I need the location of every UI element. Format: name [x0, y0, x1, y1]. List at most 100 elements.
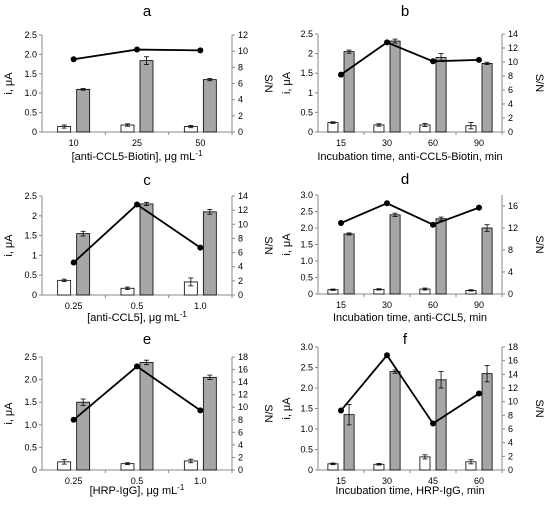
sn-point — [338, 407, 344, 414]
signal-bar — [481, 373, 493, 471]
left-tick-label: 3.0 — [300, 190, 313, 200]
x-tick-label: 1.0 — [194, 301, 207, 311]
right-tick-label: 10 — [508, 57, 518, 67]
right-tick-label: 10 — [508, 397, 518, 407]
left-tick-label: 1.5 — [300, 68, 313, 78]
right-tick-label: 4 — [238, 95, 243, 105]
right-tick-label: 2 — [508, 451, 513, 461]
x-tick-label: 90 — [474, 300, 484, 310]
panel-e: e 0 0.5 1.0 1.5 2.0 2.5 0 2 4 6 8 10 12 14 16 18 0.25 0.5 1… — [3, 331, 274, 497]
x-tick-label: 0.5 — [131, 301, 144, 311]
left-tick-label: 1.0 — [24, 420, 37, 430]
left-tick-label: 2.5 — [300, 207, 313, 217]
right-tick-label: 6 — [508, 424, 513, 434]
x-tick-label: 15 — [336, 138, 346, 148]
signal-bar — [139, 362, 154, 471]
right-tick-label: 2 — [238, 452, 243, 462]
signal-bar — [343, 51, 355, 133]
right-tick-label: 12 — [508, 223, 518, 233]
x-tick-label: 90 — [474, 138, 484, 148]
signal-bar — [389, 371, 401, 471]
x-tick-label: 25 — [132, 138, 142, 148]
x-tick-label: 0.25 — [65, 301, 83, 311]
left-tick-label: 2.5 — [24, 191, 37, 201]
y2-axis-label: S/N — [533, 235, 545, 253]
right-tick-label: 14 — [508, 29, 518, 39]
y2-axis-label: S/N — [262, 74, 274, 92]
right-tick-label: 4 — [508, 438, 513, 448]
left-tick-label: 0 — [308, 465, 313, 475]
sn-line — [73, 365, 201, 421]
left-tick-label: 1 — [308, 88, 313, 98]
left-tick-label: 2.0 — [300, 223, 313, 233]
sn-line — [340, 353, 480, 425]
sn-line — [73, 203, 201, 264]
x-tick-label: 60 — [428, 300, 438, 310]
x-axis-label: [HRP-IgG], μg mL-1 — [90, 483, 185, 497]
right-tick-label: 6 — [238, 427, 243, 437]
left-tick-label: 2.5 — [300, 29, 313, 39]
right-tick-label: 8 — [238, 62, 243, 72]
y2-axis-label: S/N — [262, 236, 274, 254]
x-axis-label-exponent: -1 — [180, 310, 188, 319]
y-axis-label: i, μA — [281, 233, 293, 256]
sn-point — [70, 56, 77, 63]
signal-bar — [202, 376, 217, 471]
left-tick-label: 1.5 — [300, 240, 313, 250]
left-tick-label: 0 — [308, 289, 313, 299]
left-tick-label: 0 — [32, 127, 37, 137]
left-tick-label: 2.0 — [24, 49, 37, 59]
sn-point — [476, 56, 482, 63]
right-tick-label: 16 — [508, 356, 518, 366]
right-tick-label: 10 — [238, 219, 248, 229]
x-axis-label-text: Incubation time, HRP-IgG, min — [335, 485, 484, 497]
y-axis-label: i, μA — [3, 72, 15, 95]
panel-letter: e — [143, 331, 151, 348]
x-tick-label: 0.25 — [65, 476, 83, 486]
right-tick-label: 6 — [238, 248, 243, 258]
right-tick-label: 4 — [238, 440, 243, 450]
left-tick-label: 2.0 — [300, 383, 313, 393]
signal-bar — [202, 79, 217, 133]
sn-point — [476, 390, 482, 397]
y2-axis-label: S/N — [533, 399, 545, 417]
right-tick-label: 0 — [508, 465, 513, 475]
signal-bar — [389, 214, 401, 295]
sn-point — [384, 39, 390, 46]
x-axis-label: Incubation time, HRP-IgG, min — [335, 485, 484, 497]
left-tick-label: 1.5 — [300, 404, 313, 414]
blank-bar — [57, 279, 72, 296]
x-tick-label: 30 — [382, 300, 392, 310]
x-axis-label: Incubation time, anti-CCL5, min — [333, 312, 487, 324]
x-axis-label-text: Incubation time, anti-CCL5, min — [333, 312, 487, 324]
x-tick-label: 60 — [474, 476, 484, 486]
right-tick-label: 2 — [238, 111, 243, 121]
right-tick-label: 10 — [238, 46, 248, 56]
left-tick-label: 0.5 — [24, 108, 37, 118]
right-tick-label: 16 — [508, 201, 518, 211]
left-tick-label: 2 — [308, 49, 313, 59]
signal-bar — [435, 218, 447, 295]
sn-point — [197, 47, 204, 54]
left-tick-label: 0 — [308, 127, 313, 137]
sn-point — [197, 407, 204, 414]
right-tick-label: 14 — [238, 191, 248, 201]
sn-point — [476, 204, 482, 211]
signal-bar — [389, 40, 401, 133]
right-tick-label: 0 — [238, 465, 243, 475]
right-tick-label: 4 — [508, 267, 513, 277]
sn-point — [384, 352, 390, 359]
right-tick-label: 6 — [508, 85, 513, 95]
panel-c: c 0 0.5 1 1.5 2 2.5 0 2 4 6 8 10 12 14 0.25 0.5 1.0 i, μA S… — [3, 172, 274, 324]
right-tick-label: 2 — [508, 113, 513, 123]
x-axis-label-text: Incubation time, anti-CCL5-Biotin, min — [317, 151, 502, 163]
sn-point — [430, 58, 436, 65]
x-axis-label-text: [anti-CCL5-Biotin], μg mL — [72, 151, 196, 163]
left-tick-label: 0.5 — [300, 273, 313, 283]
x-axis-label-exponent: -1 — [195, 149, 203, 158]
right-tick-label: 12 — [238, 30, 248, 40]
panel-letter: a — [143, 3, 152, 20]
right-tick-label: 8 — [238, 233, 243, 243]
right-tick-label: 8 — [238, 415, 243, 425]
right-tick-label: 2 — [238, 276, 243, 286]
